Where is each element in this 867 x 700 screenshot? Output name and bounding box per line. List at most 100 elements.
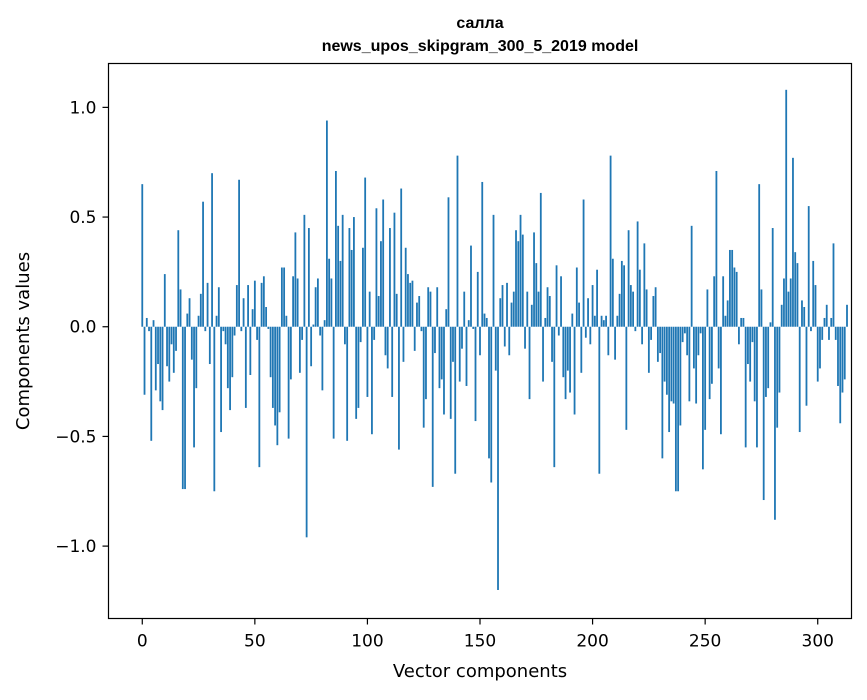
bar-component-259 xyxy=(724,315,727,327)
bar-component-298 xyxy=(812,260,815,327)
bar-component-23 xyxy=(193,326,195,448)
bar-component-290 xyxy=(794,252,797,327)
bar-component-243 xyxy=(688,326,691,402)
bar-component-50 xyxy=(253,280,256,327)
bar-component-40 xyxy=(231,326,234,378)
chart-title: салла xyxy=(456,15,503,32)
bar-component-61 xyxy=(278,326,281,413)
chart-subtitle: news_upos_skipgram_300_5_2019 model xyxy=(322,38,639,55)
bar-component-255 xyxy=(715,170,718,327)
bar-component-283 xyxy=(778,326,781,393)
bar-component-278 xyxy=(767,326,770,389)
bar-component-123 xyxy=(418,296,421,327)
bar-component-186 xyxy=(560,276,562,327)
bar-component-275 xyxy=(760,289,763,327)
bar-component-172 xyxy=(528,326,531,400)
bar-component-294 xyxy=(803,307,806,327)
bar-component-19 xyxy=(184,326,186,490)
bar-component-271 xyxy=(751,326,754,343)
bar-component-256 xyxy=(717,326,720,369)
bar-component-15 xyxy=(175,326,177,351)
bar-component-99 xyxy=(364,177,367,327)
bar-component-125 xyxy=(422,326,425,428)
bar-component-180 xyxy=(546,287,549,327)
bar-component-138 xyxy=(452,326,454,362)
bar-component-284 xyxy=(780,304,783,327)
bar-component-72 xyxy=(303,214,306,327)
bar-component-156 xyxy=(492,214,495,327)
bar-component-145 xyxy=(467,320,470,327)
bar-component-171 xyxy=(526,291,529,327)
bar-component-120 xyxy=(411,280,414,327)
bar-component-87 xyxy=(337,225,340,327)
bar-component-71 xyxy=(301,326,304,340)
bar-component-188 xyxy=(564,326,567,400)
bar-component-35 xyxy=(220,326,222,433)
bar-component-104 xyxy=(375,208,378,327)
y-tick-label: 0.5 xyxy=(69,208,96,228)
bar-component-220 xyxy=(636,221,639,327)
bar-component-151 xyxy=(481,181,484,327)
bar-component-272 xyxy=(753,326,756,402)
bar-component-3 xyxy=(148,326,150,332)
bar-component-136 xyxy=(447,197,450,327)
x-tick-label: 0 xyxy=(137,632,148,652)
bar-component-146 xyxy=(470,245,472,327)
bar-component-286 xyxy=(785,89,788,327)
bar-component-297 xyxy=(810,326,812,332)
bar-component-276 xyxy=(762,326,765,501)
bar-component-144 xyxy=(465,326,468,386)
bar-component-222 xyxy=(641,326,644,345)
bar-component-94 xyxy=(353,217,355,327)
bar-component-11 xyxy=(166,326,168,367)
bar-component-2 xyxy=(145,317,148,327)
bar-component-198 xyxy=(587,298,589,327)
bar-component-131 xyxy=(436,287,439,327)
bar-component-78 xyxy=(316,278,319,327)
bar-component-105 xyxy=(377,296,380,327)
bar-component-91 xyxy=(346,326,349,441)
bar-component-5 xyxy=(152,320,155,327)
bar-component-169 xyxy=(521,234,524,327)
bar-component-199 xyxy=(589,326,592,345)
bar-component-236 xyxy=(672,326,675,404)
bar-component-207 xyxy=(607,326,610,356)
bar-component-77 xyxy=(314,287,317,327)
bar-component-265 xyxy=(738,326,740,345)
bar-component-182 xyxy=(551,326,553,362)
bar-component-21 xyxy=(188,298,191,327)
bar-component-29 xyxy=(206,282,209,327)
bar-component-192 xyxy=(573,326,576,415)
bar-component-39 xyxy=(229,326,231,411)
x-tick-label: 200 xyxy=(576,632,608,652)
bar-component-204 xyxy=(600,315,603,327)
bar-component-89 xyxy=(341,214,344,327)
bar-component-101 xyxy=(368,291,371,327)
bar-component-249 xyxy=(702,326,704,470)
bar-component-210 xyxy=(614,326,616,360)
bar-component-110 xyxy=(389,228,391,327)
bar-component-303 xyxy=(823,317,826,327)
bar-component-193 xyxy=(575,267,578,327)
y-tick-label: 1.0 xyxy=(69,98,96,118)
bar-component-26 xyxy=(199,293,202,327)
y-axis-ticks: −1.0 −0.5 0.0 0.5 1.0 xyxy=(55,98,109,557)
bar-component-170 xyxy=(524,326,526,349)
bar-component-58 xyxy=(271,326,274,408)
bar-component-133 xyxy=(440,326,443,380)
bar-component-268 xyxy=(744,326,747,448)
bar-component-266 xyxy=(740,317,743,327)
bar-component-231 xyxy=(661,326,664,459)
bar-component-30 xyxy=(208,326,211,365)
bar-component-230 xyxy=(659,326,662,354)
bar-component-9 xyxy=(161,326,164,411)
bar-component-217 xyxy=(629,285,632,327)
bar-component-285 xyxy=(783,278,785,327)
bar-component-178 xyxy=(542,326,544,382)
bar-component-309 xyxy=(837,326,839,386)
bar-component-121 xyxy=(413,326,416,351)
bar-component-292 xyxy=(798,326,801,433)
bar-component-176 xyxy=(537,291,540,327)
bar-component-300 xyxy=(816,326,819,382)
bar-component-269 xyxy=(747,326,749,365)
